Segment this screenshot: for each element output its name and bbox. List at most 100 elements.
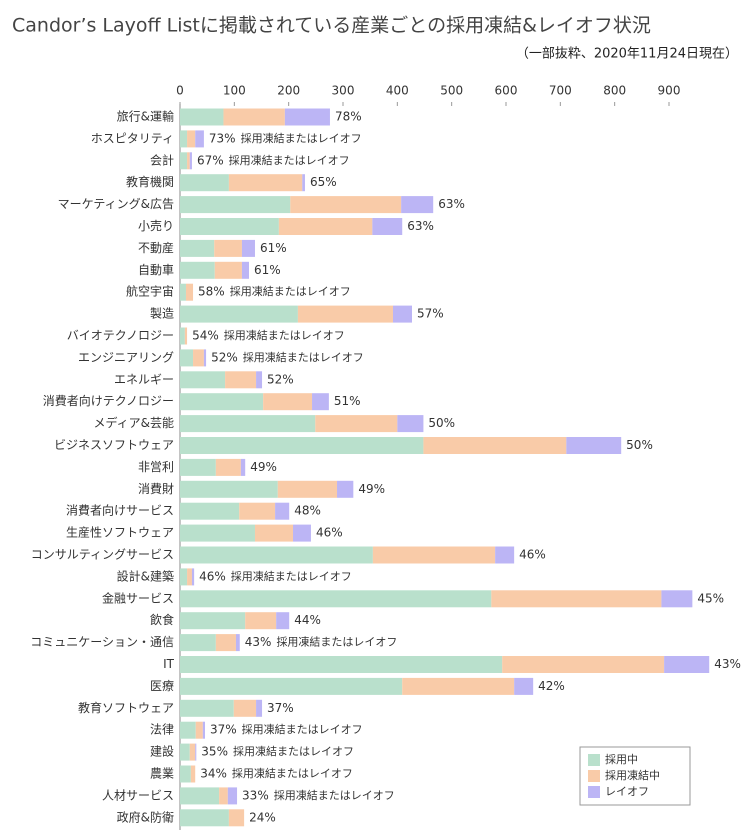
bar-segment [372, 218, 403, 235]
bar-segment [191, 568, 195, 586]
bar-segment [241, 239, 255, 257]
y-tick-label: 建設 [150, 744, 174, 759]
bar-segment [203, 349, 207, 367]
bar-segment [661, 590, 693, 608]
bar-segment [180, 721, 196, 739]
y-tick-label: バイオテクノロジー [67, 329, 174, 343]
bar-note: 採用凍結またはレイオフ [229, 153, 350, 167]
legend-swatch [588, 770, 600, 782]
bar-segment [228, 174, 303, 192]
bar-segment [239, 502, 276, 520]
y-tick-label: 法律 [150, 723, 174, 737]
y-tick-label: 人材サービス [102, 788, 174, 802]
bar-segment [180, 480, 278, 498]
bar-label: 50% [626, 438, 653, 452]
bar-note: 採用凍結またはレイオフ [243, 350, 364, 364]
bar-segment [372, 546, 496, 564]
y-tick-label: 消費者向けサービス [66, 503, 174, 518]
chart-title: Candor’s Layoff Listに掲載されている産業ごとの採用凍結&レイ… [12, 15, 651, 37]
bar-segment [397, 415, 424, 433]
bar-label: 43% [714, 657, 741, 671]
y-tick-label: 設計&建築 [117, 568, 174, 583]
x-tick-label: 200 [277, 84, 300, 98]
legend-swatch [588, 786, 600, 798]
legend-label: レイオフ [605, 785, 649, 798]
bar-label: 57% [417, 307, 444, 321]
bar-label: 50% [428, 416, 455, 430]
bar-segment [187, 568, 192, 586]
bar-segment [180, 152, 188, 170]
bar-segment [664, 656, 710, 673]
bar-segment [180, 809, 229, 827]
bar-segment [215, 458, 241, 476]
y-tick-label: 小売り [138, 218, 174, 233]
y-tick-label: 不動産 [138, 240, 174, 255]
y-tick-label: 生産性ソフトウェア [66, 525, 174, 540]
y-tick-label: 消費者向けテクノロジー [43, 393, 174, 408]
y-tick-label: 旅行&運輸 [117, 109, 174, 124]
bar-segment [180, 590, 492, 608]
bar-label: 34% [200, 767, 227, 781]
bar-label: 37% [210, 723, 237, 737]
bar-segment [180, 656, 503, 673]
y-tick-label: メディア&芸能 [93, 415, 174, 430]
y-tick-label: ホスピタリティ [91, 131, 174, 145]
bar-segment [180, 349, 194, 367]
bar-segment [180, 108, 224, 126]
bar-segment [214, 261, 242, 279]
legend-label: 採用凍結中 [605, 768, 660, 782]
bar-segment [180, 174, 229, 192]
bar-segment [275, 502, 290, 520]
bar-segment [180, 305, 298, 323]
x-tick-label: 0 [176, 84, 184, 98]
bar-segment [180, 677, 403, 695]
bar-segment [401, 196, 434, 214]
x-tick-label: 400 [386, 84, 409, 98]
bar-segment [180, 196, 291, 214]
x-tick-label: 800 [603, 84, 626, 98]
bar-segment [180, 458, 216, 476]
y-tick-label: 教育ソフトウェア [78, 700, 174, 715]
bar-note: 採用凍結またはレイオフ [230, 284, 351, 298]
bar-segment [193, 349, 204, 367]
bar-label: 46% [199, 569, 226, 583]
y-tick-label: 飲食 [150, 612, 174, 627]
bar-segment [185, 283, 194, 301]
bar-label: 44% [294, 613, 321, 627]
bar-segment [202, 721, 205, 739]
bar-segment [190, 765, 196, 783]
bar-note: 採用凍結またはレイオフ [242, 722, 363, 736]
y-tick-label: 農業 [150, 767, 174, 781]
bar-segment [337, 480, 354, 498]
bar-label: 78% [335, 110, 362, 124]
bar-label: 63% [407, 219, 434, 233]
bar-segment [180, 787, 220, 805]
bar-segment [180, 371, 226, 389]
bar-segment [215, 634, 236, 652]
bar-note: 採用凍結またはレイオフ [231, 569, 352, 583]
bar-note: 採用凍結またはレイオフ [233, 744, 354, 758]
bar-segment [195, 130, 204, 148]
bar-label: 58% [198, 285, 225, 299]
bar-segment [284, 108, 330, 126]
y-tick-label: エンジニアリング [78, 350, 174, 364]
bar-segment [180, 568, 188, 586]
bar-segment [491, 590, 662, 608]
bar-segment [180, 546, 373, 564]
bar-label: 52% [211, 350, 238, 364]
bar-segment [423, 437, 567, 454]
y-tick-label: 政府&防衛 [117, 809, 174, 824]
y-tick-label: コミュニケーション・通信 [30, 635, 174, 649]
bar-label: 46% [316, 526, 343, 540]
bar-segment [187, 130, 196, 148]
bar-segment [263, 393, 313, 411]
bar-segment [180, 524, 255, 542]
y-tick-label: エネルギー [114, 372, 174, 386]
y-tick-label: 製造 [150, 307, 174, 321]
bar-segment [180, 239, 215, 257]
bar-segment [180, 612, 246, 630]
bar-note: 採用凍結またはレイオフ [274, 788, 395, 802]
bar-label: 46% [519, 548, 546, 562]
x-tick-label: 500 [440, 84, 463, 98]
legend-swatch [588, 754, 600, 766]
